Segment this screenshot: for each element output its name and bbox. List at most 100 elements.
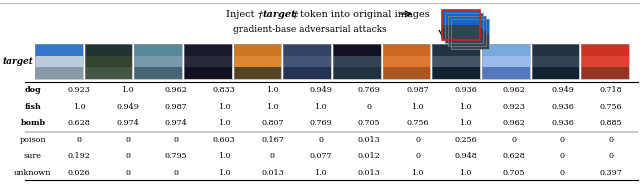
Text: 1.0: 1.0 [218, 103, 230, 111]
Text: 1.0: 1.0 [218, 152, 230, 160]
Bar [482, 44, 530, 56]
Bar [451, 34, 489, 49]
Text: 0: 0 [560, 169, 565, 177]
Bar [581, 56, 629, 67]
Bar [184, 56, 232, 67]
Bar [284, 56, 331, 67]
Text: 0.628: 0.628 [68, 119, 90, 127]
Text: 0.974: 0.974 [116, 119, 139, 127]
Text: 0: 0 [270, 152, 275, 160]
Bar [532, 44, 579, 79]
Text: 0.705: 0.705 [358, 119, 380, 127]
Bar [35, 67, 83, 79]
Bar [184, 44, 232, 79]
Text: 0: 0 [609, 152, 613, 160]
Text: 1.0: 1.0 [266, 86, 279, 94]
Text: ‡: ‡ [292, 10, 297, 19]
Text: 0.256: 0.256 [454, 136, 477, 144]
Bar [333, 44, 381, 79]
Text: 0.962: 0.962 [164, 86, 188, 94]
Text: dog: dog [25, 86, 42, 94]
Bar [234, 56, 282, 67]
Text: 0.974: 0.974 [164, 119, 188, 127]
Bar [581, 67, 629, 79]
Text: 0.987: 0.987 [406, 86, 429, 94]
Text: token into original images: token into original images [297, 10, 429, 19]
Bar [442, 10, 480, 40]
Text: 1.0: 1.0 [218, 169, 230, 177]
Text: 0: 0 [367, 103, 372, 111]
Text: 0: 0 [173, 136, 179, 144]
Text: 0: 0 [125, 169, 130, 177]
Text: 0.705: 0.705 [503, 169, 525, 177]
Text: poison: poison [20, 136, 46, 144]
Bar [383, 44, 430, 79]
Text: 0.948: 0.948 [454, 152, 477, 160]
Bar [184, 44, 232, 56]
Bar [333, 44, 381, 56]
Bar [532, 56, 579, 67]
Text: 0.628: 0.628 [503, 152, 525, 160]
Bar [433, 56, 480, 67]
Bar [448, 16, 486, 46]
Bar [333, 67, 381, 79]
Text: 1.0: 1.0 [121, 86, 134, 94]
Text: 0: 0 [415, 152, 420, 160]
Text: 0.397: 0.397 [600, 169, 622, 177]
Bar [451, 19, 489, 49]
Text: 1.0: 1.0 [218, 119, 230, 127]
Text: 0.923: 0.923 [68, 86, 91, 94]
Bar [383, 56, 430, 67]
Text: 0: 0 [560, 136, 565, 144]
Text: 0.769: 0.769 [310, 119, 332, 127]
Text: 0.718: 0.718 [600, 86, 622, 94]
Text: 0.769: 0.769 [358, 86, 381, 94]
Bar [448, 31, 486, 46]
Bar [433, 44, 480, 79]
Bar [84, 44, 132, 79]
Bar [482, 56, 530, 67]
Bar [134, 44, 182, 56]
Bar [448, 16, 486, 31]
Text: 0.936: 0.936 [454, 86, 477, 94]
Text: 0.949: 0.949 [116, 103, 139, 111]
Text: 0.756: 0.756 [600, 103, 622, 111]
Text: 0: 0 [415, 136, 420, 144]
Text: 1.0: 1.0 [411, 169, 424, 177]
Text: 0.026: 0.026 [68, 169, 90, 177]
Text: 0.013: 0.013 [358, 169, 381, 177]
Text: 0.077: 0.077 [310, 152, 332, 160]
Bar [482, 67, 530, 79]
Text: 0.013: 0.013 [261, 169, 284, 177]
Text: 1.0: 1.0 [266, 103, 279, 111]
Text: 0.962: 0.962 [503, 119, 525, 127]
Bar [442, 25, 480, 40]
Text: 1.0: 1.0 [314, 103, 327, 111]
Text: 1.0: 1.0 [314, 169, 327, 177]
Text: 0.192: 0.192 [68, 152, 91, 160]
Text: †: † [258, 10, 263, 19]
Bar [134, 56, 182, 67]
Text: bomb: bomb [20, 119, 45, 127]
Text: 0.885: 0.885 [600, 119, 622, 127]
Text: 0.807: 0.807 [261, 119, 284, 127]
Bar [234, 44, 282, 56]
Bar [445, 13, 483, 28]
Bar [532, 44, 579, 56]
Text: 0.833: 0.833 [212, 86, 236, 94]
Text: 1.0: 1.0 [460, 169, 472, 177]
Text: 0: 0 [125, 136, 130, 144]
Bar [84, 67, 132, 79]
Text: 1.0: 1.0 [411, 103, 424, 111]
Bar [35, 44, 83, 79]
Text: 0.936: 0.936 [551, 119, 574, 127]
Bar [35, 56, 83, 67]
Text: 0.962: 0.962 [503, 86, 525, 94]
Bar [451, 19, 489, 34]
Text: 0: 0 [173, 169, 179, 177]
Text: target: target [3, 57, 33, 66]
Text: 0.603: 0.603 [212, 136, 236, 144]
Bar [445, 13, 483, 43]
Text: 0: 0 [125, 152, 130, 160]
Text: Inject: Inject [227, 10, 258, 19]
